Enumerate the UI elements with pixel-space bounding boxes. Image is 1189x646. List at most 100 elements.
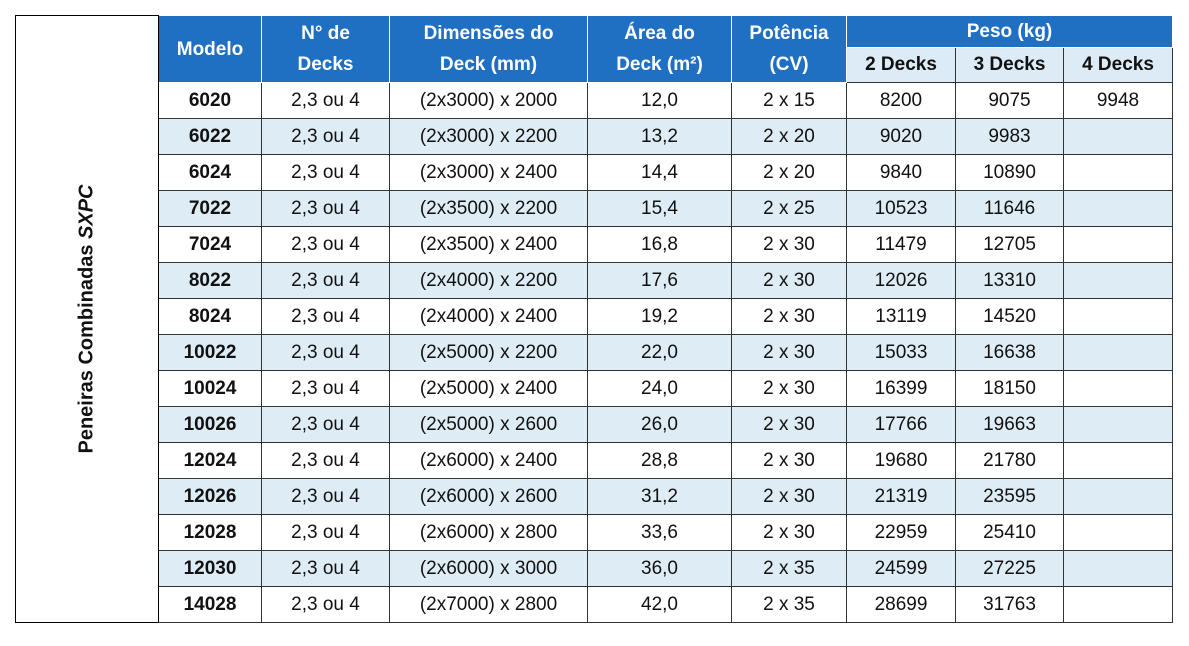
- data-cell: 2 x 20: [731, 118, 847, 155]
- data-row: 8024 2,3 ou 4 (2x4000) x 2400 19,2 2 x 30 131…: [16, 298, 1173, 335]
- data-cell: (2x6000) x 2600: [389, 478, 588, 515]
- empty-cell: [1063, 190, 1173, 227]
- data-cell: (2x5000) x 2200: [389, 334, 588, 371]
- data-row: 12030 2,3 ou 4 (2x6000) x 3000 36,0 2 x 35 24…: [16, 550, 1173, 587]
- data-cell: 2,3 ou 4: [261, 406, 390, 443]
- column-header: N° de Decks: [261, 15, 390, 83]
- data-cell: 2 x 30: [731, 298, 847, 335]
- data-row: 12026 2,3 ou 4 (2x6000) x 2600 31,2 2 x 30 21…: [16, 478, 1173, 515]
- data-cell: 27225: [955, 550, 1064, 587]
- data-cell: 2,3 ou 4: [261, 442, 390, 479]
- header-line: Área do: [624, 23, 695, 44]
- data-cell: 8200: [846, 82, 956, 119]
- data-cell: 12705: [955, 226, 1064, 263]
- empty-cell: [1063, 298, 1173, 335]
- model-cell: 12024: [158, 442, 262, 479]
- data-cell: 16638: [955, 334, 1064, 371]
- data-cell: (2x6000) x 2800: [389, 514, 588, 551]
- empty-cell: [1063, 226, 1173, 263]
- data-cell: 28699: [846, 586, 956, 623]
- data-cell: 11646: [955, 190, 1064, 227]
- side-label-cell: Peneiras Combinadas SXPC: [15, 15, 159, 623]
- data-cell: (2x3000) x 2400: [389, 154, 588, 191]
- data-row: 6020 2,3 ou 4 (2x3000) x 2000 12,0 2 x 15 820…: [16, 82, 1173, 119]
- empty-cell: [1063, 154, 1173, 191]
- data-cell: 2,3 ou 4: [261, 82, 390, 119]
- data-cell: 15,4: [587, 190, 732, 227]
- model-cell: 6024: [158, 154, 262, 191]
- data-cell: 2 x 30: [731, 226, 847, 263]
- data-cell: 16,8: [587, 226, 732, 263]
- empty-cell: [1063, 118, 1173, 155]
- data-cell: 21780: [955, 442, 1064, 479]
- empty-cell: [1063, 262, 1173, 299]
- header-line: Deck (mm): [439, 54, 538, 75]
- data-cell: 9020: [846, 118, 956, 155]
- data-cell: 11479: [846, 226, 956, 263]
- data-cell: 23595: [955, 478, 1064, 515]
- data-cell: 12026: [846, 262, 956, 299]
- empty-cell: [1063, 334, 1173, 371]
- data-cell: 21319: [846, 478, 956, 515]
- model-cell: 6020: [158, 82, 262, 119]
- data-cell: 15033: [846, 334, 956, 371]
- data-cell: (2x3500) x 2200: [389, 190, 588, 227]
- data-row: 10022 2,3 ou 4 (2x5000) x 2200 22,0 2 x 30 15…: [16, 334, 1173, 371]
- empty-cell: [1063, 478, 1173, 515]
- model-cell: 10024: [158, 370, 262, 407]
- data-cell: (2x4000) x 2200: [389, 262, 588, 299]
- data-cell: 2,3 ou 4: [261, 118, 390, 155]
- header-line: Deck (m²): [616, 54, 703, 75]
- data-row: 7024 2,3 ou 4 (2x3500) x 2400 16,8 2 x 30 114…: [16, 226, 1173, 263]
- data-cell: 2,3 ou 4: [261, 478, 390, 515]
- data-cell: 2 x 35: [731, 550, 847, 587]
- model-cell: 14028: [158, 586, 262, 623]
- header-line: (CV): [769, 54, 809, 75]
- empty-cell: [1063, 514, 1173, 551]
- data-cell: 19,2: [587, 298, 732, 335]
- data-cell: 16399: [846, 370, 956, 407]
- data-row: 10024 2,3 ou 4 (2x5000) x 2400 24,0 2 x 30 16…: [16, 370, 1173, 407]
- data-cell: (2x3000) x 2200: [389, 118, 588, 155]
- data-cell: 22,0: [587, 334, 732, 371]
- empty-cell: [1063, 550, 1173, 587]
- data-cell: 2,3 ou 4: [261, 262, 390, 299]
- data-cell: 19663: [955, 406, 1064, 443]
- data-cell: 2 x 30: [731, 262, 847, 299]
- header-line: N° de: [301, 23, 350, 44]
- data-cell: 36,0: [587, 550, 732, 587]
- data-cell: 9840: [846, 154, 956, 191]
- data-row: 7022 2,3 ou 4 (2x3500) x 2200 15,4 2 x 25 105…: [16, 190, 1173, 227]
- data-cell: (2x6000) x 2400: [389, 442, 588, 479]
- data-cell: 2,3 ou 4: [261, 190, 390, 227]
- header-row: 2 Decks 3 Decks 4 Decks: [16, 47, 1173, 83]
- data-row: 10026 2,3 ou 4 (2x5000) x 2600 26,0 2 x 30 17…: [16, 406, 1173, 443]
- data-cell: 19680: [846, 442, 956, 479]
- table-wrap: Peneiras Combinadas SXPC Modelo N° de Decks…: [15, 15, 1173, 623]
- data-cell: 2,3 ou 4: [261, 550, 390, 587]
- data-cell: 28,8: [587, 442, 732, 479]
- header-line: Decks: [297, 54, 354, 75]
- data-cell: 17766: [846, 406, 956, 443]
- model-cell: 12030: [158, 550, 262, 587]
- data-cell: 12,0: [587, 82, 732, 119]
- data-cell: (2x5000) x 2400: [389, 370, 588, 407]
- column-header: Potência (CV): [731, 15, 847, 83]
- data-cell: (2x6000) x 3000: [389, 550, 588, 587]
- data-cell: 2,3 ou 4: [261, 514, 390, 551]
- model-cell: 6022: [158, 118, 262, 155]
- data-cell: 22959: [846, 514, 956, 551]
- data-cell: 10890: [955, 154, 1064, 191]
- data-row: 6022 2,3 ou 4 (2x3000) x 2200 13,2 2 x 20 902…: [16, 118, 1173, 155]
- data-row: 12028 2,3 ou 4 (2x6000) x 2800 33,6 2 x 30 22…: [16, 514, 1173, 551]
- data-cell: (2x3000) x 2000: [389, 82, 588, 119]
- data-cell: 2,3 ou 4: [261, 226, 390, 263]
- data-cell: 2,3 ou 4: [261, 334, 390, 371]
- data-cell: 2 x 25: [731, 190, 847, 227]
- model-cell: 12026: [158, 478, 262, 515]
- data-cell: 31763: [955, 586, 1064, 623]
- data-cell: 2,3 ou 4: [261, 586, 390, 623]
- data-row: 14028 2,3 ou 4 (2x7000) x 2800 42,0 2 x 35 28…: [16, 586, 1173, 623]
- column-header: Modelo: [158, 15, 262, 83]
